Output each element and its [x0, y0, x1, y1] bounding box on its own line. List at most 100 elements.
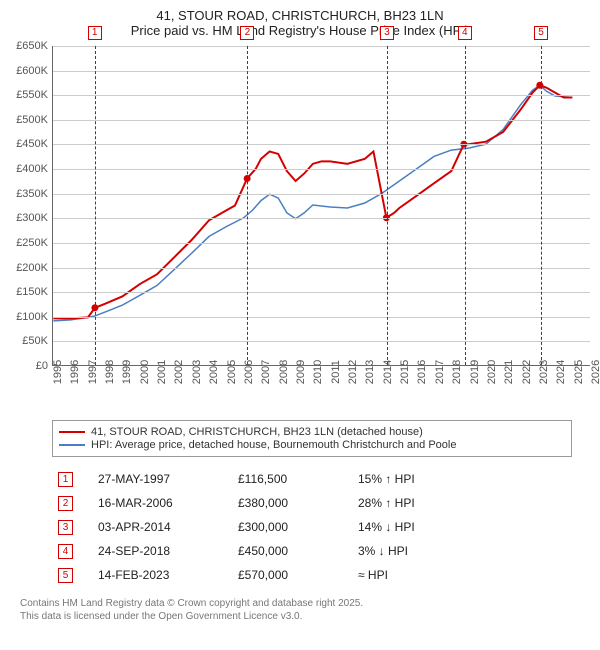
y-tick-label: £600K: [16, 65, 48, 77]
x-tick-label: 2022: [521, 360, 533, 384]
x-tick-label: 2016: [416, 360, 428, 384]
event-price: £300,000: [232, 515, 352, 539]
legend-swatch: [59, 431, 85, 433]
y-tick-label: £250K: [16, 237, 48, 249]
legend: 41, STOUR ROAD, CHRISTCHURCH, BH23 1LN (…: [52, 420, 572, 457]
event-row: 1 27-MAY-1997£116,50015% ↑ HPI: [52, 467, 572, 491]
event-date: 14-FEB-2023: [92, 563, 232, 587]
x-tick-label: 2020: [486, 360, 498, 384]
legend-item-price-paid: 41, STOUR ROAD, CHRISTCHURCH, BH23 1LN (…: [59, 426, 565, 438]
legend-label: 41, STOUR ROAD, CHRISTCHURCH, BH23 1LN (…: [91, 426, 423, 438]
event-date: 24-SEP-2018: [92, 539, 232, 563]
gridline: [53, 292, 590, 293]
event-date: 27-MAY-1997: [92, 467, 232, 491]
x-tick-label: 2006: [243, 360, 255, 384]
y-tick-label: £200K: [16, 262, 48, 274]
y-tick-label: £500K: [16, 114, 48, 126]
legend-label: HPI: Average price, detached house, Bour…: [91, 439, 456, 451]
x-tick-label: 2024: [555, 360, 567, 384]
event-price: £570,000: [232, 563, 352, 587]
x-tick-label: 2001: [156, 360, 168, 384]
gridline: [53, 169, 590, 170]
gridline: [53, 144, 590, 145]
y-tick-label: £350K: [16, 188, 48, 200]
x-tick-label: 2011: [330, 360, 342, 384]
gridline: [53, 243, 590, 244]
legend-item-hpi: HPI: Average price, detached house, Bour…: [59, 439, 565, 451]
event-delta: 3% ↓ HPI: [352, 539, 572, 563]
gridline: [53, 120, 590, 121]
x-tick-label: 2002: [173, 360, 185, 384]
event-delta: ≈ HPI: [352, 563, 572, 587]
events-table: 1 27-MAY-1997£116,50015% ↑ HPI 2 16-MAR-200…: [52, 467, 572, 587]
event-delta: 28% ↑ HPI: [352, 491, 572, 515]
y-tick-label: £450K: [16, 138, 48, 150]
event-row: 5 14-FEB-2023£570,000≈ HPI: [52, 563, 572, 587]
event-date: 16-MAR-2006: [92, 491, 232, 515]
legend-swatch: [59, 444, 85, 446]
event-marker-box: 5: [58, 568, 73, 583]
x-tick-label: 2005: [226, 360, 238, 384]
chart-area: £0 £50K £100K £150K £200K £250K £300K £350K £400…: [10, 46, 590, 416]
y-tick-label: £0: [36, 360, 48, 372]
x-tick-label: 2014: [382, 360, 394, 384]
y-tick-label: £400K: [16, 163, 48, 175]
marker-line: [541, 46, 542, 365]
x-tick-label: 1996: [69, 360, 81, 384]
gridline: [53, 194, 590, 195]
footer-line: This data is licensed under the Open Gov…: [20, 610, 590, 623]
x-tick-label: 2026: [590, 360, 600, 384]
y-tick-label: £550K: [16, 89, 48, 101]
footer-line: Contains HM Land Registry data © Crown c…: [20, 597, 590, 610]
gridline: [53, 341, 590, 342]
y-tick-label: £50K: [22, 335, 48, 347]
gridline: [53, 46, 590, 47]
event-delta: 15% ↑ HPI: [352, 467, 572, 491]
marker-box: 4: [458, 26, 472, 40]
y-tick-label: £150K: [16, 286, 48, 298]
x-tick-label: 2012: [347, 360, 359, 384]
x-tick-label: 2003: [191, 360, 203, 384]
x-tick-label: 2018: [451, 360, 463, 384]
x-tick-label: 1998: [104, 360, 116, 384]
marker-line: [95, 46, 96, 365]
y-tick-label: £650K: [16, 40, 48, 52]
x-tick-label: 2019: [469, 360, 481, 384]
x-tick-label: 1999: [121, 360, 133, 384]
x-tick-label: 2023: [538, 360, 550, 384]
event-marker-box: 1: [58, 472, 73, 487]
event-marker-box: 2: [58, 496, 73, 511]
x-tick-label: 1995: [52, 360, 64, 384]
event-delta: 14% ↓ HPI: [352, 515, 572, 539]
sale-dot: [536, 82, 543, 89]
y-axis-labels: £0£50K£100K£150K£200K£250K£300K£350K£400…: [10, 46, 52, 366]
gridline: [53, 317, 590, 318]
x-tick-label: 2008: [278, 360, 290, 384]
plot-area: 12345: [52, 46, 590, 366]
gridline: [53, 95, 590, 96]
event-row: 2 16-MAR-2006£380,00028% ↑ HPI: [52, 491, 572, 515]
event-price: £380,000: [232, 491, 352, 515]
gridline: [53, 71, 590, 72]
marker-box: 5: [534, 26, 548, 40]
x-tick-label: 1997: [87, 360, 99, 384]
marker-box: 3: [380, 26, 394, 40]
event-row: 303-APR-2014£300,00014% ↓ HPI: [52, 515, 572, 539]
x-tick-label: 2013: [364, 360, 376, 384]
event-marker-box: 4: [58, 544, 73, 559]
event-price: £116,500: [232, 467, 352, 491]
x-tick-label: 2000: [139, 360, 151, 384]
marker-box: 1: [88, 26, 102, 40]
event-row: 4 24-SEP-2018£450,0003% ↓ HPI: [52, 539, 572, 563]
x-tick-label: 2010: [312, 360, 324, 384]
x-tick-label: 2007: [260, 360, 272, 384]
y-tick-label: £300K: [16, 212, 48, 224]
y-tick-label: £100K: [16, 311, 48, 323]
event-price: £450,000: [232, 539, 352, 563]
chart-title: 41, STOUR ROAD, CHRISTCHURCH, BH23 1LN: [10, 8, 590, 23]
x-tick-label: 2015: [399, 360, 411, 384]
x-tick-label: 2009: [295, 360, 307, 384]
x-tick-label: 2017: [434, 360, 446, 384]
event-date: 03-APR-2014: [92, 515, 232, 539]
gridline: [53, 218, 590, 219]
